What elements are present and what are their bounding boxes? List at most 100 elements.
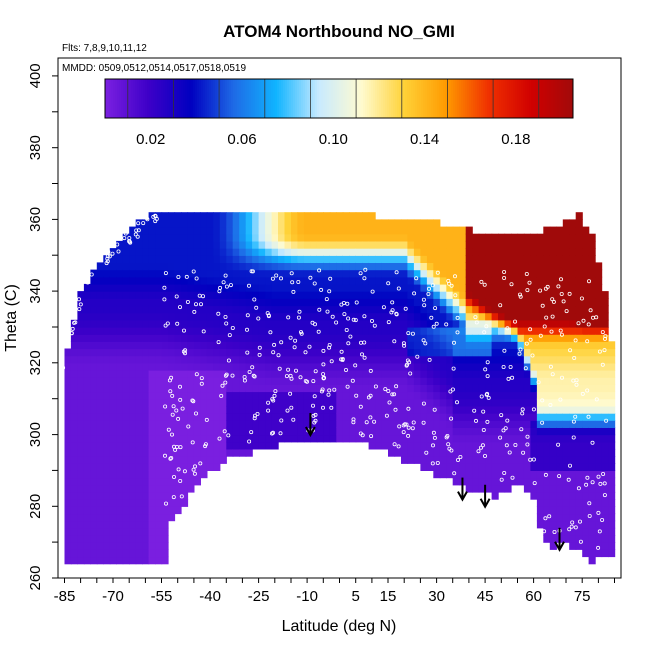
heatmap-cell (355, 370, 363, 378)
sample-marker (77, 297, 82, 302)
heatmap-cell (90, 334, 98, 342)
heatmap-cell (316, 348, 324, 357)
sample-marker (396, 286, 401, 291)
heatmap-cell (394, 370, 402, 378)
heatmap-cell (109, 448, 117, 457)
heatmap-cell (569, 420, 577, 428)
heatmap-cell (556, 291, 564, 299)
heatmap-cell (375, 334, 383, 342)
heatmap-cell (161, 334, 169, 342)
colorbar-segment (177, 79, 180, 118)
sample-marker (542, 529, 547, 534)
heatmap-cell (303, 434, 311, 443)
sample-marker (341, 300, 346, 305)
y-tick-label: 260 (27, 565, 44, 590)
heatmap-cell (426, 434, 434, 443)
heatmap-cell (219, 398, 227, 407)
heatmap-cell (582, 312, 590, 321)
heatmap-cell (368, 327, 376, 335)
heatmap-cell (582, 427, 590, 436)
colorbar-segment (429, 79, 432, 118)
heatmap-cell (569, 240, 577, 249)
heatmap-cell (426, 441, 434, 450)
heatmap-cell (258, 312, 266, 321)
sample-marker (540, 398, 545, 403)
heatmap-cell (575, 248, 583, 256)
heatmap-cell (439, 240, 447, 249)
heatmap-cell (543, 255, 551, 263)
heatmap-cell (485, 448, 493, 457)
heatmap-cell (439, 341, 447, 350)
heatmap-cell (77, 535, 85, 543)
heatmap-cell (323, 240, 331, 249)
sample-marker (407, 360, 412, 365)
heatmap-cell (446, 470, 454, 479)
heatmap-cell (394, 355, 402, 364)
heatmap-cell (601, 527, 609, 536)
heatmap-cell (478, 384, 486, 393)
heatmap-cell (155, 327, 163, 335)
heatmap-cell (226, 448, 234, 457)
heatmap-cell (258, 283, 266, 292)
heatmap-cell (245, 334, 253, 342)
heatmap-cell (575, 427, 583, 436)
heatmap-cell (342, 212, 350, 220)
heatmap-cell (174, 327, 182, 335)
heatmap-cell (588, 506, 596, 515)
heatmap-cell (187, 262, 195, 271)
heatmap-cell (588, 398, 596, 407)
heatmap-cell (530, 233, 538, 242)
heatmap-cell (504, 355, 512, 364)
heatmap-cell (252, 255, 260, 263)
heatmap-cell (588, 484, 596, 493)
sample-marker (602, 493, 607, 498)
heatmap-cell (252, 312, 260, 321)
heatmap-cell (316, 240, 324, 249)
heatmap-cell (582, 362, 590, 371)
heatmap-cell (174, 448, 182, 457)
heatmap-cell (446, 370, 454, 378)
heatmap-cell (601, 427, 609, 436)
heatmap-cell (485, 341, 493, 350)
heatmap-cell (588, 298, 596, 307)
heatmap-cell (64, 405, 72, 414)
heatmap-cell (530, 305, 538, 314)
heatmap-cell (291, 240, 299, 249)
heatmap-cell (562, 248, 570, 256)
heatmap-cell (595, 456, 603, 464)
colorbar-segment (419, 79, 422, 118)
heatmap-cell (433, 276, 441, 285)
colorbar-segment (311, 79, 314, 118)
heatmap-cell (291, 248, 299, 256)
heatmap-cell (575, 448, 583, 457)
heatmap-cell (420, 298, 428, 307)
colorbar-segment (531, 79, 534, 118)
heatmap-cell (96, 298, 104, 307)
sample-marker (394, 384, 399, 389)
heatmap-cell (135, 549, 143, 558)
heatmap-cell (433, 226, 441, 235)
heatmap-cell (575, 441, 583, 450)
heatmap-cell (83, 377, 91, 385)
heatmap-cell (245, 441, 253, 450)
sample-marker (482, 453, 487, 458)
sample-marker (481, 409, 486, 414)
heatmap-cell (511, 269, 519, 278)
heatmap-cell (109, 441, 117, 450)
heatmap-cell (433, 341, 441, 350)
heatmap-cell (355, 334, 363, 342)
sample-marker (508, 364, 513, 369)
heatmap-cell (491, 248, 499, 256)
heatmap-cell (181, 456, 189, 464)
heatmap-cell (401, 319, 409, 328)
heatmap-cell (355, 226, 363, 235)
colorbar-segment (289, 79, 292, 118)
sample-marker (498, 435, 503, 440)
colorbar-segment (155, 79, 158, 118)
heatmap-cell (562, 441, 570, 450)
heatmap-cell (109, 427, 117, 436)
heatmap-cell (381, 355, 389, 364)
heatmap-cell (258, 298, 266, 307)
heatmap-cell (271, 262, 279, 271)
colorbar-segment (547, 79, 550, 118)
